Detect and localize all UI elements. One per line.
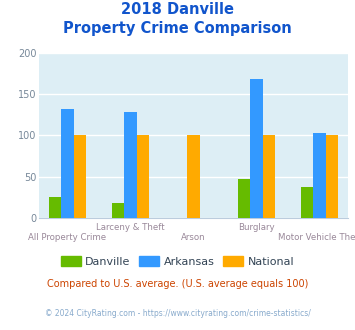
Text: Burglary: Burglary xyxy=(238,223,275,232)
Bar xyxy=(49,197,61,218)
Bar xyxy=(74,135,86,218)
Text: © 2024 CityRating.com - https://www.cityrating.com/crime-statistics/: © 2024 CityRating.com - https://www.city… xyxy=(45,309,310,317)
Text: Arson: Arson xyxy=(181,233,206,242)
Bar xyxy=(313,133,326,218)
Bar xyxy=(326,135,338,218)
Bar xyxy=(187,135,200,218)
Bar xyxy=(250,79,263,218)
Text: 2018 Danville: 2018 Danville xyxy=(121,2,234,16)
Legend: Danville, Arkansas, National: Danville, Arkansas, National xyxy=(56,251,299,271)
Text: Larceny & Theft: Larceny & Theft xyxy=(96,223,165,232)
Bar xyxy=(124,112,137,218)
Bar xyxy=(137,135,149,218)
Text: Compared to U.S. average. (U.S. average equals 100): Compared to U.S. average. (U.S. average … xyxy=(47,279,308,289)
Bar xyxy=(61,109,74,218)
Text: Property Crime Comparison: Property Crime Comparison xyxy=(63,21,292,36)
Bar xyxy=(111,203,124,218)
Text: Motor Vehicle Theft: Motor Vehicle Theft xyxy=(278,233,355,242)
Bar xyxy=(301,187,313,218)
Text: All Property Crime: All Property Crime xyxy=(28,233,106,242)
Bar xyxy=(237,179,250,218)
Bar xyxy=(263,135,275,218)
